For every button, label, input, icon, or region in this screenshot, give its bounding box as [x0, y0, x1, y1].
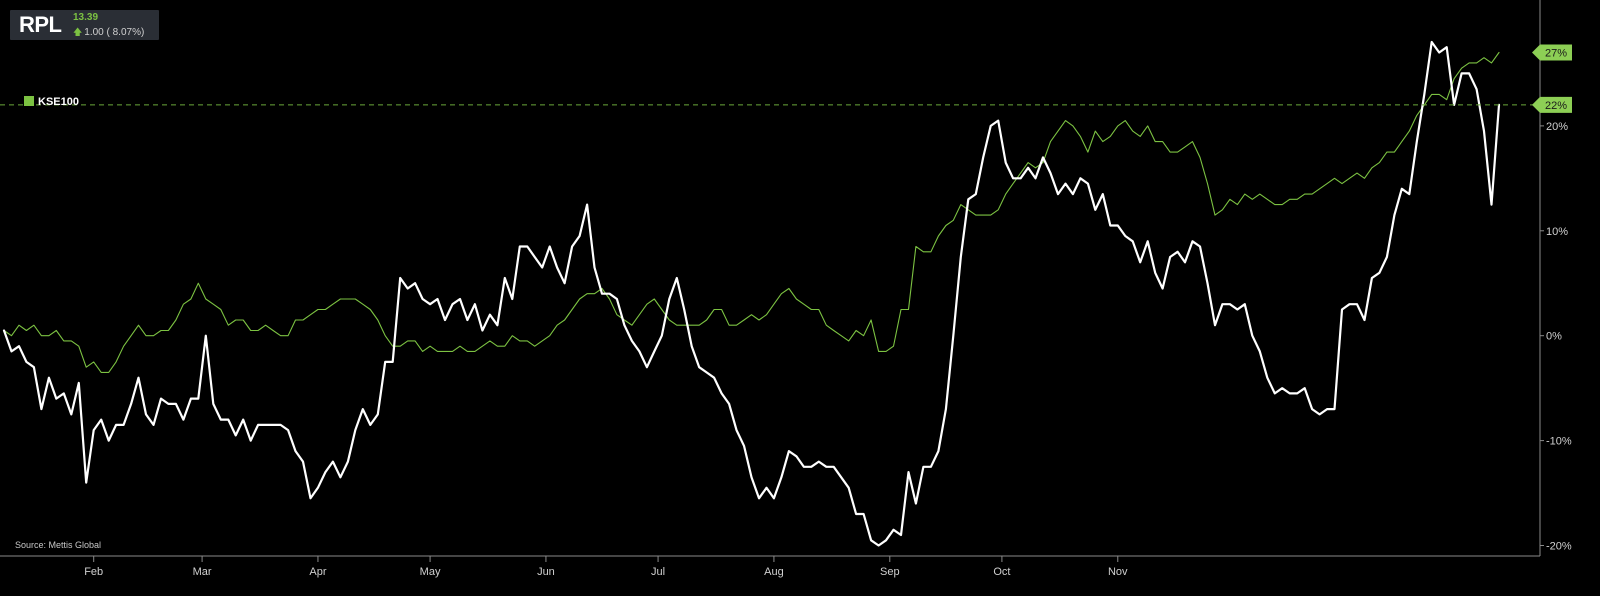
- y-tick-label: 20%: [1546, 121, 1568, 133]
- x-tick-label: Nov: [1108, 566, 1128, 578]
- y-tick-label: 10%: [1546, 226, 1568, 238]
- up-arrow-icon: 🡅: [73, 27, 83, 37]
- end-label-badge: [1532, 44, 1572, 61]
- legend-label: KSE100: [38, 96, 79, 108]
- x-tick-label: Mar: [193, 566, 212, 578]
- ticker-badge: RPL 13.39 🡅 1.00 ( 8.07%): [10, 10, 159, 40]
- ticker-change: 🡅 1.00 ( 8.07%): [73, 25, 144, 41]
- x-tick-label: Aug: [764, 566, 784, 578]
- x-tick-label: Apr: [309, 566, 326, 578]
- series-lines: [2, 40, 1501, 547]
- end-label-value: 27%: [1545, 47, 1567, 59]
- y-axis: 20% 10% 0% -10% -20%: [1540, 121, 1572, 553]
- source-note: Source: Mettis Global: [15, 540, 102, 550]
- ticker-symbol: RPL: [19, 12, 62, 37]
- end-value-labels: 27% 22%: [0, 44, 1572, 113]
- legend-swatch: [24, 96, 34, 106]
- ticker-change-value: 1.00 ( 8.07%): [84, 27, 145, 38]
- series-line-kse100: [3, 51, 1500, 373]
- y-tick-label: -10%: [1546, 436, 1572, 448]
- x-tick-label: Jul: [651, 566, 665, 578]
- end-label-badge: [1532, 96, 1572, 113]
- end-label-value: 22%: [1545, 100, 1567, 112]
- x-tick-label: Feb: [84, 566, 103, 578]
- x-tick-label: Oct: [993, 566, 1010, 578]
- series-line-rpl: [2, 40, 1501, 547]
- x-axis: Feb Mar Apr May Jun Jul Aug Sep Oct Nov: [84, 556, 1128, 578]
- ticker-price: 13.39: [73, 12, 99, 23]
- y-tick-label: 0%: [1546, 331, 1562, 343]
- x-tick-label: May: [420, 566, 441, 578]
- y-tick-label: -20%: [1546, 541, 1572, 553]
- x-tick-label: Sep: [880, 566, 900, 578]
- x-tick-label: Jun: [537, 566, 555, 578]
- legend[interactable]: KSE100: [24, 96, 79, 108]
